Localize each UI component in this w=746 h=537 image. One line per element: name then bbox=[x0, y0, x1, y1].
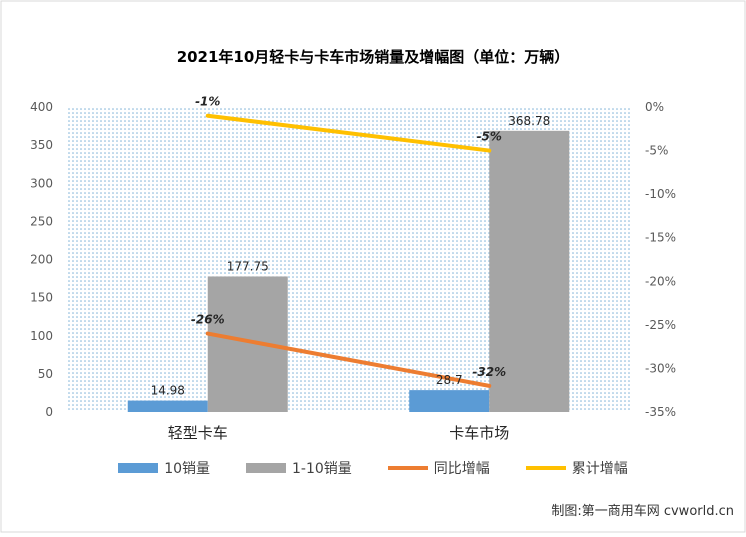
right-tick-label: -15% bbox=[645, 231, 676, 245]
legend-item: 累计增幅 bbox=[525, 458, 628, 478]
legend-item: 同比增幅 bbox=[387, 458, 490, 478]
legend-label: 累计增幅 bbox=[571, 461, 628, 477]
left-tick-label: 100 bbox=[30, 329, 53, 343]
bar-1-10销量-卡车市场 bbox=[489, 130, 570, 413]
legend-swatch bbox=[525, 466, 566, 470]
bar-10销量-卡车市场 bbox=[409, 390, 490, 412]
category-label: 轻型卡车 bbox=[168, 424, 228, 442]
right-tick-label: -25% bbox=[645, 318, 676, 332]
right-tick-label: 0% bbox=[645, 100, 664, 114]
chart-title: 2021年10月轻卡与卡车市场销量及增幅图（单位：万辆） bbox=[177, 48, 570, 66]
legend-swatch bbox=[387, 466, 428, 470]
legend-item: 1-10销量 bbox=[246, 458, 352, 478]
category-axis: 轻型卡车 卡车市场 bbox=[168, 424, 510, 442]
left-tick-label: 150 bbox=[30, 291, 53, 305]
left-tick-label: 50 bbox=[38, 367, 53, 381]
bars bbox=[127, 130, 570, 413]
line-data-label: -32% bbox=[472, 365, 506, 379]
legend-label: 1-10销量 bbox=[292, 461, 352, 477]
data-labels: 14.98 177.75 28.7 368.78 -26% -32% -1% -5% bbox=[151, 95, 551, 398]
legend: 10销量 1-10销量 同比增幅 累计增幅 bbox=[0, 458, 746, 478]
legend-swatch bbox=[246, 463, 287, 473]
bar-data-label: 177.75 bbox=[227, 259, 269, 273]
bar-data-label: 368.78 bbox=[508, 114, 550, 128]
category-label: 卡车市场 bbox=[449, 424, 509, 442]
left-tick-label: 300 bbox=[30, 176, 53, 190]
lines bbox=[205, 113, 492, 388]
left-tick-label: 350 bbox=[30, 138, 53, 152]
chart-credit: 制图:第一商用车网 cvworld.cn bbox=[551, 504, 734, 519]
right-tick-label: -30% bbox=[645, 361, 676, 375]
right-tick-label: -20% bbox=[645, 274, 676, 288]
line-data-label: -5% bbox=[477, 130, 502, 144]
right-tick-label: -10% bbox=[645, 187, 676, 201]
legend-label: 10销量 bbox=[164, 461, 211, 477]
left-tick-label: 400 bbox=[30, 100, 53, 114]
legend-label: 同比增幅 bbox=[433, 461, 490, 477]
right-axis: 0% -5% -10% -15% -20% -25% -30% -35% bbox=[645, 100, 676, 419]
line-data-label: -26% bbox=[191, 313, 225, 327]
line-data-label: -1% bbox=[195, 95, 220, 109]
left-axis: 0 50 100 150 200 250 300 350 400 bbox=[30, 100, 53, 419]
bar-data-label: 28.7 bbox=[436, 373, 463, 387]
left-tick-label: 200 bbox=[30, 253, 53, 267]
bar-10销量-轻型卡车 bbox=[127, 400, 208, 412]
right-tick-label: -5% bbox=[645, 144, 668, 158]
line-同比增幅 bbox=[205, 331, 492, 388]
legend-item: 10销量 bbox=[118, 458, 210, 478]
legend-swatch bbox=[118, 463, 159, 473]
left-tick-label: 0 bbox=[45, 405, 53, 419]
left-tick-label: 250 bbox=[30, 214, 53, 228]
right-tick-label: -35% bbox=[645, 405, 676, 419]
bar-data-label: 14.98 bbox=[151, 384, 185, 398]
line-累计增幅 bbox=[205, 113, 492, 153]
